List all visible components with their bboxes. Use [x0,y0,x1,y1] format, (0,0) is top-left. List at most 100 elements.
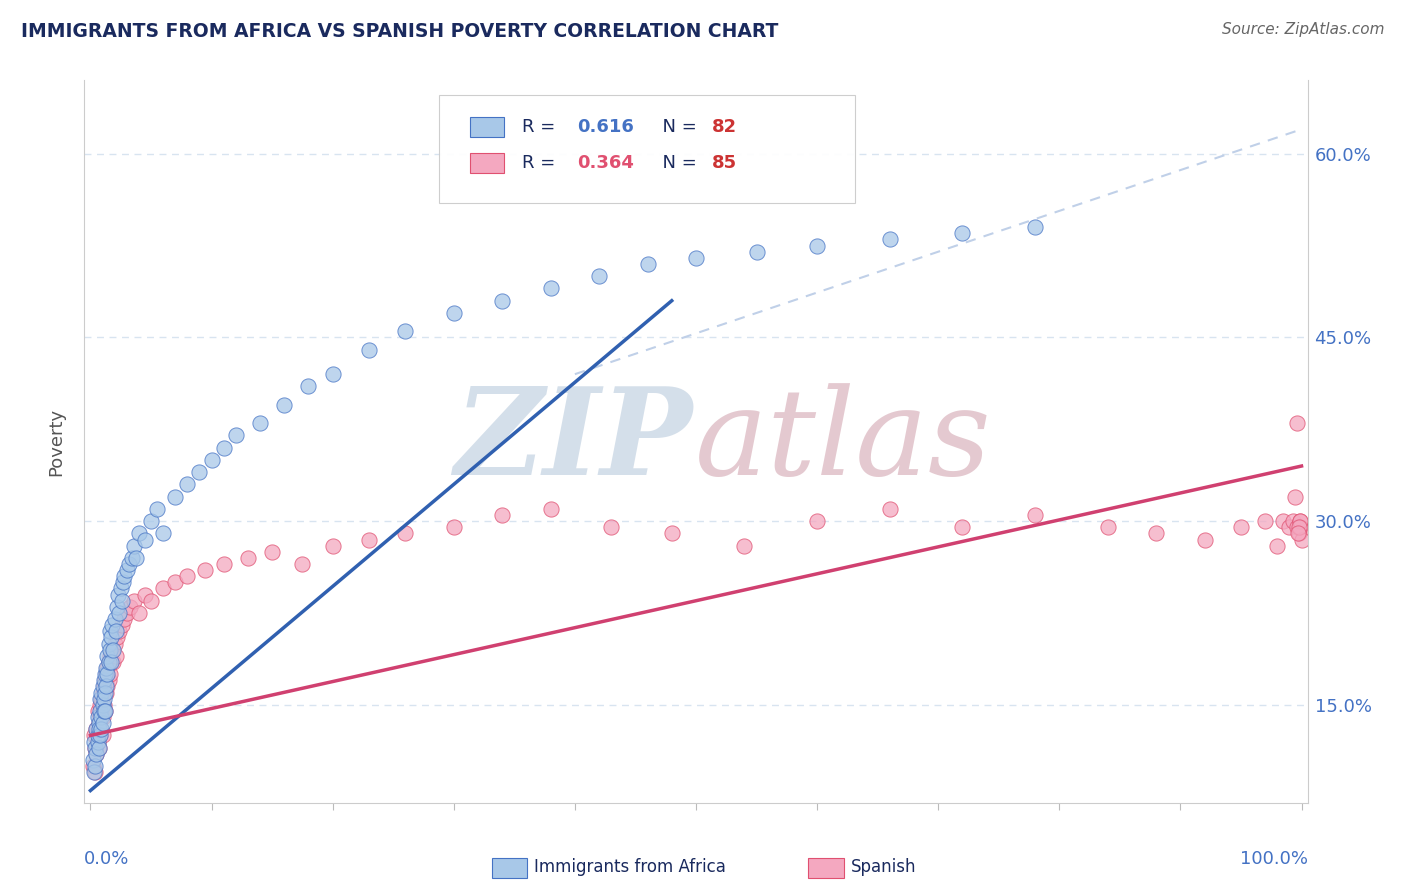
Point [322,539,344,553]
FancyBboxPatch shape [470,153,503,173]
Point [98,667,121,681]
Point [96,661,118,675]
Text: IMMIGRANTS FROM AFRICA VS SPANISH POVERTY CORRELATION CHART: IMMIGRANTS FROM AFRICA VS SPANISH POVERT… [21,22,779,41]
Point [118,557,141,571]
Point [90,723,112,737]
Point [87,723,110,737]
Point [101,642,124,657]
Point [685,251,707,265]
Point [1288,520,1310,534]
Point [93,698,115,712]
Point [1024,508,1046,522]
Point [134,533,156,547]
Point [540,502,562,516]
Point [107,588,129,602]
Point [97,655,120,669]
Point [82,753,104,767]
Point [291,557,314,571]
Point [115,563,138,577]
Point [94,673,117,688]
Point [90,691,112,706]
Point [879,232,901,246]
Point [98,624,121,639]
Point [83,734,105,748]
Point [125,550,148,565]
Text: N =: N = [651,154,702,172]
Point [100,631,122,645]
Point [443,306,465,320]
Point [806,514,828,528]
Point [879,502,901,516]
Point [212,557,235,571]
Point [96,661,118,675]
Point [104,648,127,663]
Y-axis label: Poverty: Poverty [48,408,66,475]
Point [1288,526,1310,541]
Point [97,655,120,669]
Point [249,416,271,430]
Point [1144,526,1167,541]
Point [87,740,110,755]
Point [94,704,117,718]
Point [491,293,513,308]
Point [86,723,108,737]
Point [108,606,131,620]
Point [93,704,115,718]
Point [105,631,128,645]
Point [176,569,198,583]
Point [91,728,114,742]
Point [86,710,108,724]
Text: atlas: atlas [695,383,991,500]
Text: Spanish: Spanish [851,858,917,876]
Point [357,533,380,547]
Point [90,685,112,699]
Point [83,728,105,742]
Point [87,740,110,755]
Point [91,698,114,712]
Point [115,606,138,620]
Point [152,526,174,541]
Text: Source: ZipAtlas.com: Source: ZipAtlas.com [1222,22,1385,37]
Point [212,441,235,455]
Point [96,680,118,694]
Point [122,593,145,607]
Point [194,563,217,577]
Point [111,618,134,632]
Point [1230,520,1253,534]
Point [90,710,112,724]
Point [165,575,187,590]
Text: ZIP: ZIP [454,383,693,500]
Point [139,514,162,528]
Point [952,227,974,241]
Point [128,606,150,620]
Point [89,691,111,706]
Point [86,734,108,748]
Point [134,588,156,602]
Text: 85: 85 [711,154,737,172]
Point [96,680,118,694]
Point [128,526,150,541]
Point [93,691,115,706]
FancyBboxPatch shape [470,117,503,137]
Point [443,520,465,534]
Point [176,477,198,491]
Point [96,648,118,663]
Point [104,612,127,626]
Point [165,490,187,504]
Point [105,599,128,614]
Point [96,667,118,681]
Point [112,575,135,590]
Point [84,765,107,780]
Point [1272,514,1295,528]
Text: R =: R = [522,154,561,172]
Point [745,244,768,259]
Point [1285,416,1308,430]
Point [98,648,121,663]
Point [322,367,344,381]
Point [83,765,105,780]
Point [112,569,135,583]
Point [600,520,623,534]
Point [98,642,121,657]
Point [87,716,110,731]
Point [96,667,118,681]
